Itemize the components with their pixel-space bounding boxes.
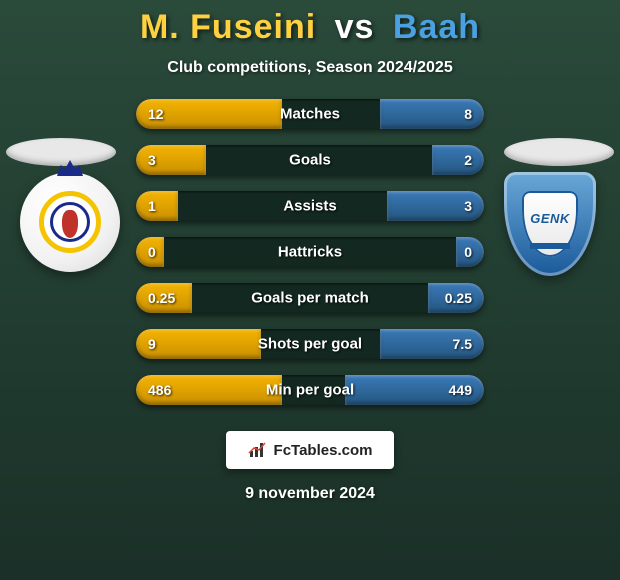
chart-icon [248,441,268,459]
stat-label: Assists [283,198,336,215]
player2-value: 449 [449,382,472,398]
brand-badge[interactable]: FcTables.com [226,431,394,469]
stat-label: Goals [289,152,331,169]
stats-list: 12 Matches 8 3 Goals 2 1 Assists 3 0 Hattricks 0 0.2… [136,99,484,405]
player1-value: 9 [148,336,156,352]
stat-label: Min per goal [266,382,354,399]
player2-value: 2 [464,152,472,168]
brand-text: FcTables.com [274,442,373,459]
player1-bar [136,145,206,175]
player1-value: 0.25 [148,290,175,306]
stat-row: 3 Goals 2 [136,145,484,175]
player2-bar [432,145,484,175]
stat-label: Shots per goal [258,336,362,353]
player2-name: Baah [393,8,480,46]
stat-label: Goals per match [251,290,369,307]
stat-row: 486 Min per goal 449 [136,375,484,405]
player2-platform [504,138,614,166]
player1-club-crest [20,172,120,272]
vs-label: vs [335,8,375,46]
player1-value: 3 [148,152,156,168]
player1-value: 0 [148,244,156,260]
player2-value: 0 [464,244,472,260]
stat-row: 0 Hattricks 0 [136,237,484,267]
stat-row: 1 Assists 3 [136,191,484,221]
stat-label: Matches [280,106,340,123]
player1-value: 12 [148,106,164,122]
player2-value: 0.25 [445,290,472,306]
player1-platform [6,138,116,166]
date-label: 9 november 2024 [245,485,375,503]
player2-club-crest: GENK [500,172,600,272]
player1-bar [136,191,178,221]
comparison-card: M. Fuseini vs Baah Club competitions, Se… [0,0,620,580]
subtitle: Club competitions, Season 2024/2025 [167,59,452,77]
player2-value: 3 [464,198,472,214]
stat-row: 9 Shots per goal 7.5 [136,329,484,359]
player2-value: 7.5 [453,336,472,352]
crest-right-text: GENK [530,211,570,226]
stat-row: 0.25 Goals per match 0.25 [136,283,484,313]
title: M. Fuseini vs Baah [140,8,480,47]
stat-label: Hattricks [278,244,342,261]
player1-value: 1 [148,198,156,214]
player1-name: M. Fuseini [140,8,316,46]
stat-row: 12 Matches 8 [136,99,484,129]
player2-value: 8 [464,106,472,122]
player1-value: 486 [148,382,171,398]
